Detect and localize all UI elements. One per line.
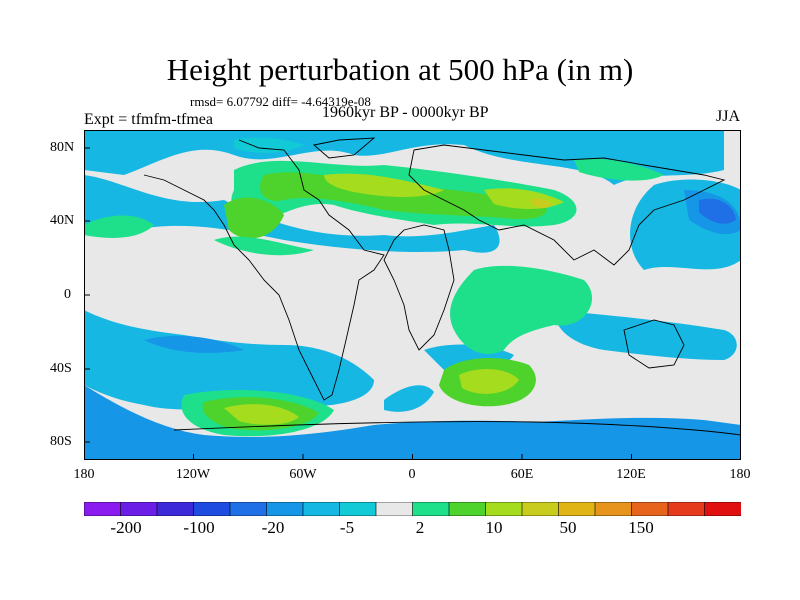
colorbar-swatch [266,502,304,516]
lat-label-80s: 80S [50,434,72,449]
colorbar-swatch [339,502,377,516]
colorbar-label: 50 [559,518,577,537]
colorbar-swatch [412,502,450,516]
colorbar-swatch [229,502,268,516]
lon-label-180e: 180 [729,467,751,482]
lon-label-120e: 120E [616,467,646,482]
colorbar-swatch [120,502,158,516]
colorbar-swatch [667,502,706,516]
colorbar-swatch [375,502,414,516]
colorbar-swatch [485,502,523,516]
colorbar [84,502,741,516]
colorbar-label: -200 [110,518,142,537]
colorbar-label: -100 [183,518,215,537]
colorbar-swatch [558,502,596,516]
colorbar-label: -20 [261,518,285,537]
colorbar-swatch [631,502,669,516]
lon-label-60e: 60E [510,467,534,482]
colorbar-label: 150 [628,518,654,537]
colorbar-swatch [594,502,633,516]
lon-label-0: 0 [408,467,416,482]
lon-label-120w: 120W [175,467,211,482]
lat-label-40n: 40N [50,213,75,228]
experiment-label: Expt = tfmfm-tfmea [84,111,213,128]
lat-label-40s: 40S [50,361,72,376]
colorbar-label: 2 [415,518,425,537]
colorbar-swatch [156,502,195,516]
contour-map [84,130,741,460]
lat-label-0: 0 [64,287,71,302]
colorbar-swatch [302,502,341,516]
season-label: JJA [716,108,741,125]
lat-label-80n: 80N [50,140,75,155]
colorbar-swatch [704,502,741,516]
lon-label-60w: 60W [289,467,317,482]
stats-text: rmsd= 6.07792 diff= -4.64319e-08 [190,94,371,109]
period-label: 1960kyr BP - 0000kyr BP [322,104,489,121]
colorbar-swatch [448,502,487,516]
colorbar-label: -5 [339,518,355,537]
colorbar-swatch [193,502,231,516]
colorbar-swatch [84,502,122,516]
map-title: Height perturbation at 500 hPa (in m) [166,52,634,87]
colorbar-swatch [521,502,560,516]
colorbar-label: 10 [485,518,503,537]
lon-label-180w: 180 [73,467,95,482]
